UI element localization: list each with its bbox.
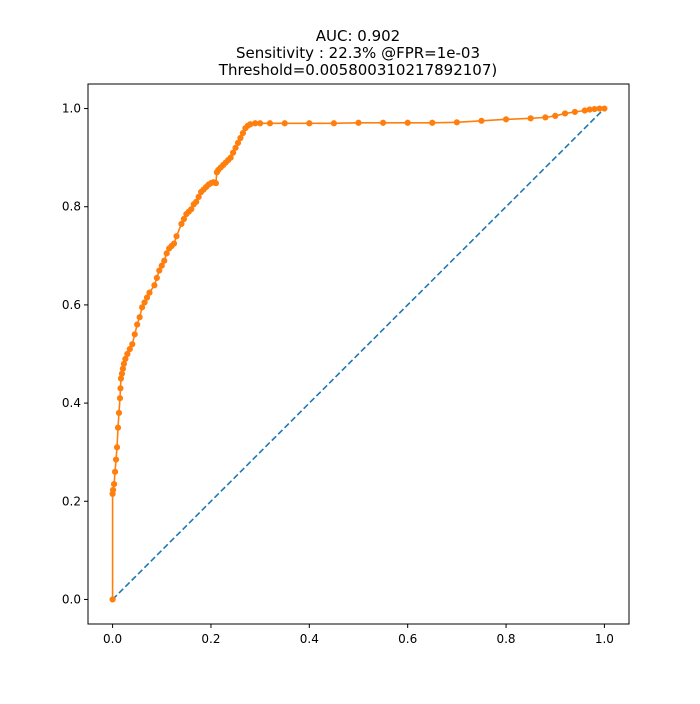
roc-point: [527, 115, 534, 122]
roc-point: [239, 129, 247, 137]
roc-point: [178, 220, 185, 228]
roc-point: [163, 250, 170, 257]
x-axis: 0.0 0.2 0.4 0.6 0.8 1.0: [103, 624, 614, 646]
y-tick-label: 0.8: [62, 200, 81, 214]
x-tick-label: 0.2: [201, 632, 220, 646]
roc-point: [581, 107, 588, 114]
roc-point: [109, 596, 116, 603]
roc-point: [404, 119, 411, 126]
roc-point: [542, 114, 549, 121]
x-tick-label: 0.6: [398, 632, 417, 646]
title-line-threshold: Threshold=0.005800310217892107): [218, 61, 497, 79]
x-tick-label: 0.4: [300, 632, 319, 646]
chance-diagonal-line: [112, 107, 605, 601]
roc-point: [281, 120, 288, 127]
y-tick-label: 0.2: [62, 494, 81, 508]
roc-point: [571, 108, 579, 116]
roc-point: [173, 233, 180, 240]
roc-point: [118, 370, 126, 377]
roc-point: [237, 134, 244, 142]
roc-point: [136, 314, 143, 321]
roc-point: [119, 365, 127, 372]
roc-point: [115, 409, 123, 417]
roc-point: [109, 486, 117, 494]
y-tick-label: 0.4: [62, 396, 81, 410]
x-tick-label: 1.0: [595, 632, 614, 646]
y-tick-label: 0.0: [62, 592, 81, 606]
roc-point: [232, 144, 239, 151]
roc-point: [158, 262, 165, 269]
roc-point: [478, 117, 485, 124]
x-tick-label: 0.8: [496, 632, 515, 646]
roc-point: [229, 149, 237, 156]
roc-point: [113, 444, 121, 451]
roc-point: [591, 105, 598, 113]
roc-point: [234, 139, 242, 147]
roc-point: [143, 294, 151, 301]
roc-point: [247, 121, 254, 128]
roc-point: [586, 106, 593, 113]
roc-point: [111, 468, 119, 475]
roc-point: [180, 215, 187, 223]
roc-point: [502, 116, 510, 123]
title-line-auc: AUC: 0.902: [316, 27, 400, 45]
roc-point: [146, 289, 153, 296]
roc-point: [552, 112, 559, 120]
roc-point: [379, 119, 387, 126]
roc-point: [193, 198, 200, 205]
roc-point: [188, 206, 195, 213]
series-layer: [109, 105, 608, 603]
roc-point: [330, 120, 338, 127]
roc-point: [151, 282, 158, 289]
roc-point: [116, 395, 124, 402]
roc-point: [126, 345, 133, 353]
roc-point: [156, 267, 163, 274]
roc-point: [117, 375, 125, 382]
roc-point: [453, 119, 460, 126]
title-line-sensitivity: Sensitivity : 22.3% @FPR=1e-03: [236, 44, 480, 62]
roc-point: [561, 110, 569, 117]
roc-point: [114, 424, 122, 431]
roc-point: [161, 257, 168, 264]
roc-point: [355, 119, 362, 126]
roc-point: [212, 180, 219, 187]
roc-point: [266, 120, 274, 127]
roc-point: [120, 360, 128, 367]
roc-point: [141, 299, 148, 306]
roc-point: [195, 193, 202, 201]
y-axis: 0.0 0.2 0.4 0.6 0.8 1.0: [62, 102, 88, 606]
roc-point: [131, 331, 138, 338]
roc-point: [170, 240, 178, 247]
roc-point: [139, 304, 146, 311]
roc-point: [252, 120, 259, 127]
roc-point: [257, 120, 264, 127]
roc-point: [153, 274, 160, 282]
roc-point: [227, 154, 234, 161]
roc-point: [601, 105, 608, 112]
y-tick-label: 0.6: [62, 298, 81, 312]
roc-point: [124, 350, 131, 358]
x-tick-label: 0.0: [103, 632, 122, 646]
roc-point: [117, 385, 124, 392]
roc-point: [429, 119, 436, 126]
roc-point: [112, 456, 120, 463]
roc-point: [134, 321, 141, 328]
roc-point: [129, 341, 136, 348]
plot-frame: [87, 83, 630, 625]
roc-point: [306, 120, 313, 127]
y-tick-label: 1.0: [62, 102, 81, 116]
chart-title: AUC: 0.902 Sensitivity : 22.3% @FPR=1e-0…: [218, 27, 497, 79]
roc-point: [110, 480, 118, 488]
